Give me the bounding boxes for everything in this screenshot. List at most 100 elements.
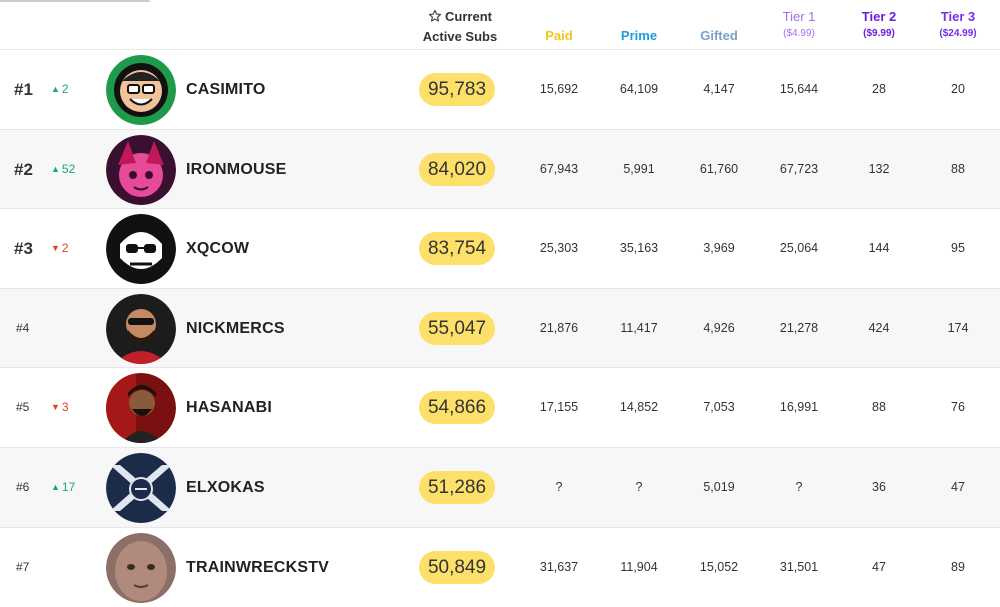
rank-change: ▼ 2 <box>51 209 69 288</box>
gifted-value: 7,053 <box>703 400 735 414</box>
tier1-value: ? <box>795 480 803 494</box>
gifted-value: 4,147 <box>703 82 735 96</box>
streamer-name[interactable]: XQCOW <box>186 240 250 257</box>
rank-change: ▲ 52 <box>51 130 75 209</box>
tier1-value: 16,991 <box>779 400 819 414</box>
tier3-value: 95 <box>951 241 965 255</box>
rank: #4 <box>16 321 30 335</box>
prime-value: 35,163 <box>619 241 659 255</box>
tier3-value: 88 <box>951 162 965 176</box>
rank: #6 <box>16 480 30 494</box>
tier2-header[interactable]: Tier 2 ($9.99) <box>849 9 909 39</box>
streamer-name[interactable]: TRAINWRECKSTV <box>186 559 330 576</box>
table-row[interactable]: #3 ▼ 2 XQCOW 83,754 25,303 35,163 3,969 2… <box>0 208 1000 288</box>
table-row[interactable]: #1 ▲ 2 CASIMITO 95,783 15,692 64,109 4,14… <box>0 49 1000 129</box>
streamer-name[interactable]: IRONMOUSE <box>186 161 287 178</box>
prime-value: 11,417 <box>620 321 658 335</box>
arrow-up-icon: ▲ <box>51 84 60 94</box>
paid-value: 21,876 <box>539 321 579 335</box>
table-row[interactable]: #2 ▲ 52 IRONMOUSE 84,020 67,943 5,991 61,… <box>0 129 1000 209</box>
tier3-value: 47 <box>951 480 965 494</box>
streamer-name[interactable]: ELXOKAS <box>186 479 265 496</box>
rank-change-value: 2 <box>61 241 69 255</box>
table-row[interactable]: #6 ▲ 17 ELXOKAS 51,286 ? ? 5,019 ? 36 47 <box>0 447 1000 527</box>
rank-change-value: 3 <box>61 400 69 414</box>
gifted-value: 3,969 <box>703 241 735 255</box>
paid-value: 67,943 <box>539 162 579 176</box>
tier2-value: 47 <box>872 560 886 574</box>
star-icon[interactable] <box>428 9 442 26</box>
ironmouse-avatar-icon[interactable] <box>106 135 176 205</box>
rank: #5 <box>16 400 30 414</box>
nickmercs-avatar-icon[interactable] <box>106 294 176 364</box>
active-subs-badge: 51,286 <box>419 471 495 504</box>
rank: #7 <box>16 560 30 574</box>
paid-value: 17,155 <box>539 400 579 414</box>
rank: #2 <box>14 160 33 179</box>
tier3-header[interactable]: Tier 3 ($24.99) <box>928 9 988 39</box>
prime-value: 11,904 <box>620 560 658 574</box>
tier3-header-label: Tier 3 <box>940 9 976 24</box>
tier3-value: 76 <box>951 400 965 414</box>
prime-header[interactable]: Prime <box>620 28 658 43</box>
tier2-value: 36 <box>872 480 886 494</box>
active-subs-badge: 83,754 <box>419 232 495 265</box>
tier2-value: 424 <box>868 321 890 335</box>
gifted-value: 5,019 <box>703 480 735 494</box>
tier3-header-price: ($24.99) <box>939 28 977 39</box>
tier2-value: 144 <box>868 241 890 255</box>
paid-header[interactable]: Paid <box>545 28 573 43</box>
hasanabi-avatar-icon[interactable] <box>106 373 176 443</box>
rank: #1 <box>14 80 33 99</box>
prime-value: ? <box>635 480 643 494</box>
tier2-value: 88 <box>872 400 886 414</box>
gifted-header[interactable]: Gifted <box>700 28 738 43</box>
rank-change-value: 17 <box>61 480 76 494</box>
tier3-value: 174 <box>947 321 969 335</box>
streamer-name[interactable]: NICKMERCS <box>186 320 285 337</box>
tier2-header-price: ($9.99) <box>863 28 895 39</box>
tier1-header-price: ($4.99) <box>783 28 815 39</box>
gifted-value: 61,760 <box>699 162 739 176</box>
elxokas-avatar-icon[interactable] <box>106 453 176 523</box>
paid-value: 31,637 <box>539 560 579 574</box>
arrow-down-icon: ▼ <box>51 243 60 253</box>
table-row[interactable]: #7 TRAINWRECKSTV 50,849 31,637 11,904 15… <box>0 527 1000 607</box>
arrow-up-icon: ▲ <box>51 164 60 174</box>
tier1-value: 31,501 <box>779 560 819 574</box>
arrow-down-icon: ▼ <box>51 402 60 412</box>
paid-value: 15,692 <box>539 82 579 96</box>
tier2-value: 28 <box>872 82 886 96</box>
streamer-name[interactable]: CASIMITO <box>186 81 266 98</box>
active-subs-badge: 95,783 <box>419 73 495 106</box>
rank-change: ▲ 17 <box>51 448 75 527</box>
table-row[interactable]: #4 NICKMERCS 55,047 21,876 11,417 4,926 … <box>0 288 1000 368</box>
trainwreckstv-avatar-icon[interactable] <box>106 533 176 603</box>
tier1-value: 15,644 <box>779 82 819 96</box>
prime-value: 5,991 <box>623 162 655 176</box>
xqcow-avatar-icon[interactable] <box>106 214 176 284</box>
table-header: Current Active Subs Paid Prime Gifted Ti… <box>0 0 1000 50</box>
streamer-name[interactable]: HASANABI <box>186 399 273 416</box>
tier1-value: 25,064 <box>779 241 819 255</box>
tier1-header[interactable]: Tier 1 ($4.99) <box>769 9 829 39</box>
tier2-value: 132 <box>868 162 890 176</box>
tier1-header-label: Tier 1 <box>782 9 816 24</box>
active-subs-header-line2: Active Subs <box>422 29 498 44</box>
tier1-value: 21,278 <box>779 321 819 335</box>
prime-value: 64,109 <box>619 82 659 96</box>
rank-change-value: 2 <box>61 82 69 96</box>
active-subs-badge: 55,047 <box>419 312 495 345</box>
rank-change: ▼ 3 <box>51 368 69 447</box>
gifted-value: 15,052 <box>699 560 739 574</box>
gifted-value: 4,926 <box>703 321 735 335</box>
tier1-value: 67,723 <box>779 162 819 176</box>
active-subs-header[interactable]: Current Active Subs <box>400 9 520 44</box>
active-subs-header-line1: Current <box>445 9 492 24</box>
table-row[interactable]: #5 ▼ 3 HASANABI 54,866 17,155 14,852 7,05… <box>0 367 1000 447</box>
rank: #3 <box>14 239 33 258</box>
casimito-avatar-icon[interactable] <box>106 55 176 125</box>
tier2-header-label: Tier 2 <box>861 9 897 24</box>
rank-change: ▲ 2 <box>51 50 69 129</box>
rank-change-value: 52 <box>61 162 76 176</box>
